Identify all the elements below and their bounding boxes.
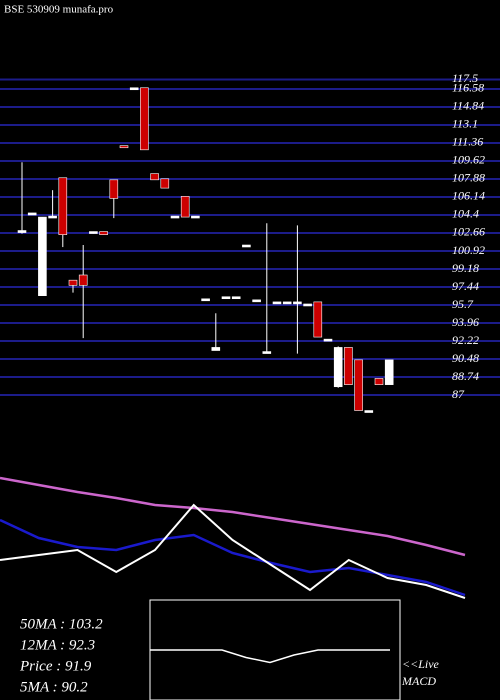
candle-body [211,347,221,351]
candle-body [333,347,343,388]
candle-body [221,296,231,300]
stat-label: Price : 91.9 [19,658,92,674]
y-tick-label: 97.44 [452,279,479,293]
candle-body [323,338,333,342]
candle-body [160,178,170,189]
candle-body [27,212,37,216]
y-tick-label: 107.88 [452,171,485,185]
y-tick-label: 88.74 [452,369,479,383]
candle-body [293,301,302,305]
candle-body [58,177,68,235]
y-tick-label: 100.92 [452,243,485,257]
y-tick-label: 102.66 [452,225,485,239]
candle-body [191,215,200,219]
candle-body [262,351,272,354]
y-tick-label: 92.22 [452,333,479,347]
candle-body [140,87,149,151]
y-tick-label: 104.4 [452,207,479,221]
y-tick-label: 106.14 [452,189,485,203]
chart-title: BSE 530909 munafa.pro [4,4,114,16]
candle-body [252,299,261,303]
candle-body [68,279,78,286]
stat-label: 50MA : 103.2 [20,616,103,632]
y-tick-label: 113.1 [452,117,478,131]
y-tick-label: 87 [452,387,465,401]
candle-body [282,301,292,305]
candle-body [272,301,282,305]
indicator-line [0,518,466,597]
candle-body [242,244,251,248]
candle-body [119,145,129,149]
y-tick-label: 111.36 [452,135,483,149]
candle-body [150,173,159,181]
stat-label: 5MA : 90.2 [20,679,88,695]
candle-body [201,298,210,302]
candle-body [48,215,57,219]
candle-body [354,359,363,411]
indicator-line [0,476,466,557]
candle-body [364,410,374,413]
candle-body [99,231,108,235]
candle-body [89,231,98,234]
candle-body [17,230,27,233]
candle-body [344,347,353,385]
candle-body [170,215,180,219]
candle-body [231,296,241,300]
stat-label: 12MA : 92.3 [20,637,95,653]
candle-body [180,196,190,218]
y-tick-label: 95.7 [452,297,474,311]
y-tick-label: 114.84 [452,99,484,113]
candle-body [38,216,47,296]
macd-line [150,649,390,664]
candle-body [313,301,323,338]
candle-body [109,179,119,199]
candle-body [374,378,384,385]
y-tick-label: 117.5 [452,71,478,85]
candle-body [303,303,312,307]
indicator-line [0,503,466,599]
candle-body [384,359,394,385]
live-label: <<Live [402,657,440,671]
y-tick-label: 93.96 [452,315,479,329]
y-tick-label: 116.58 [452,81,484,95]
macd-label: MACD [401,674,436,688]
candle-body [78,274,88,286]
y-tick-label: 90.48 [452,351,479,365]
y-tick-label: 109.62 [452,153,485,167]
candle-body [129,87,139,91]
y-tick-label: 99.18 [452,261,479,275]
